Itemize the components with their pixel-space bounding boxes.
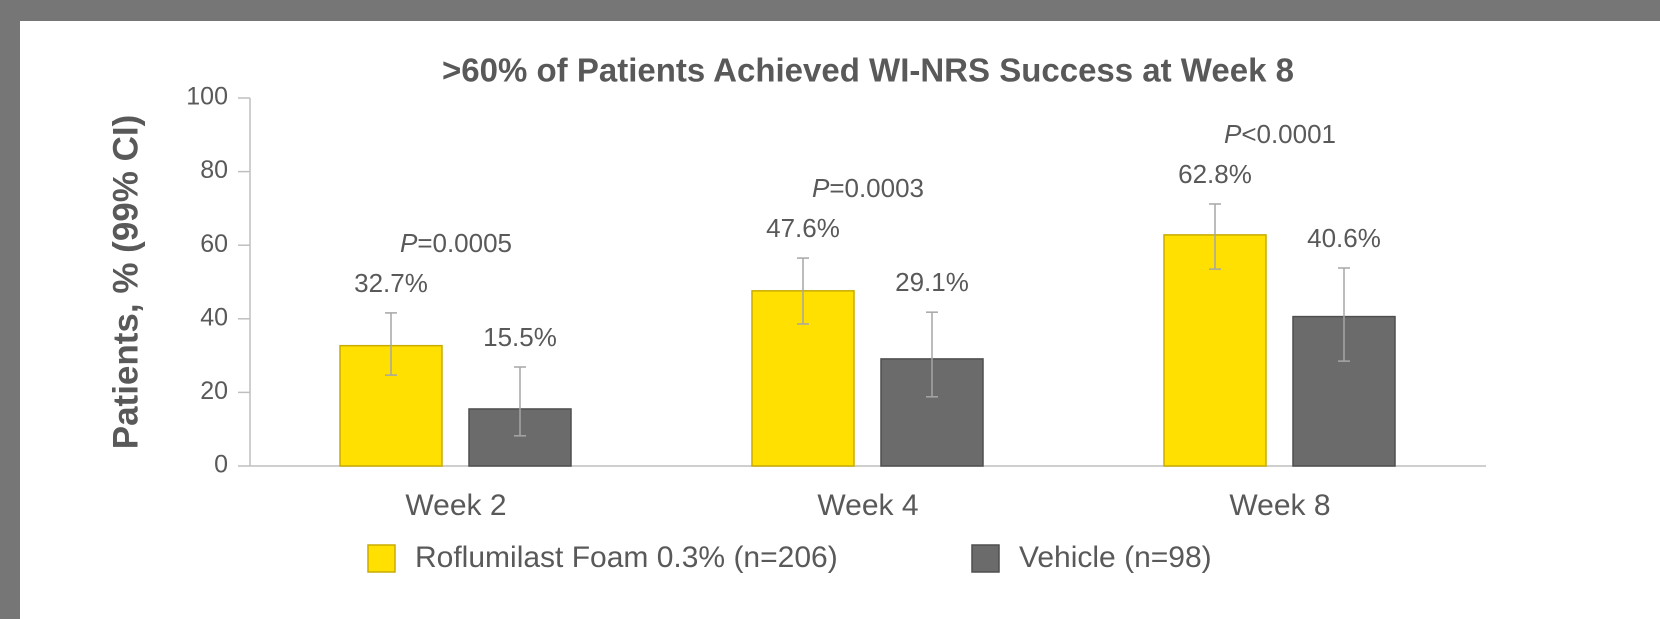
p-value-annotation: P=0.0003 — [812, 173, 924, 203]
y-tick-label: 40 — [200, 303, 228, 331]
x-tick-label: Week 8 — [1229, 489, 1330, 522]
y-axis-label: Patients, % (99% CI) — [106, 115, 145, 450]
left-band — [0, 0, 20, 619]
p-value-annotation: P<0.0001 — [1224, 119, 1336, 149]
legend-swatch — [367, 544, 396, 573]
legend-label: Vehicle (n=98) — [1019, 541, 1212, 574]
p-value-annotation: P=0.0005 — [400, 228, 512, 258]
y-tick-label: 20 — [200, 377, 228, 405]
value-label: 29.1% — [895, 267, 969, 297]
p-symbol: P — [1224, 119, 1242, 149]
value-label: 40.6% — [1307, 223, 1381, 253]
value-label: 47.6% — [766, 213, 840, 243]
value-label: 32.7% — [354, 268, 428, 298]
legend-label: Roflumilast Foam 0.3% (n=206) — [415, 541, 838, 574]
chart-title: >60% of Patients Achieved WI-NRS Success… — [442, 52, 1294, 89]
y-tick-label: 80 — [200, 156, 228, 184]
p-value: <0.0001 — [1241, 119, 1336, 149]
y-tick-label: 100 — [186, 83, 228, 111]
p-value: =0.0003 — [829, 173, 924, 203]
p-symbol: P — [812, 173, 830, 203]
value-label: 62.8% — [1178, 159, 1252, 189]
x-tick-label: Week 2 — [405, 489, 506, 522]
header-band — [0, 0, 1660, 21]
y-tick-label: 60 — [200, 230, 228, 258]
value-label: 15.5% — [483, 322, 557, 352]
bar — [1163, 234, 1267, 467]
p-value: =0.0005 — [417, 228, 512, 258]
y-tick-label: 0 — [214, 451, 228, 479]
p-symbol: P — [400, 228, 418, 258]
x-tick-label: Week 4 — [817, 489, 918, 522]
legend-swatch — [971, 544, 1000, 573]
